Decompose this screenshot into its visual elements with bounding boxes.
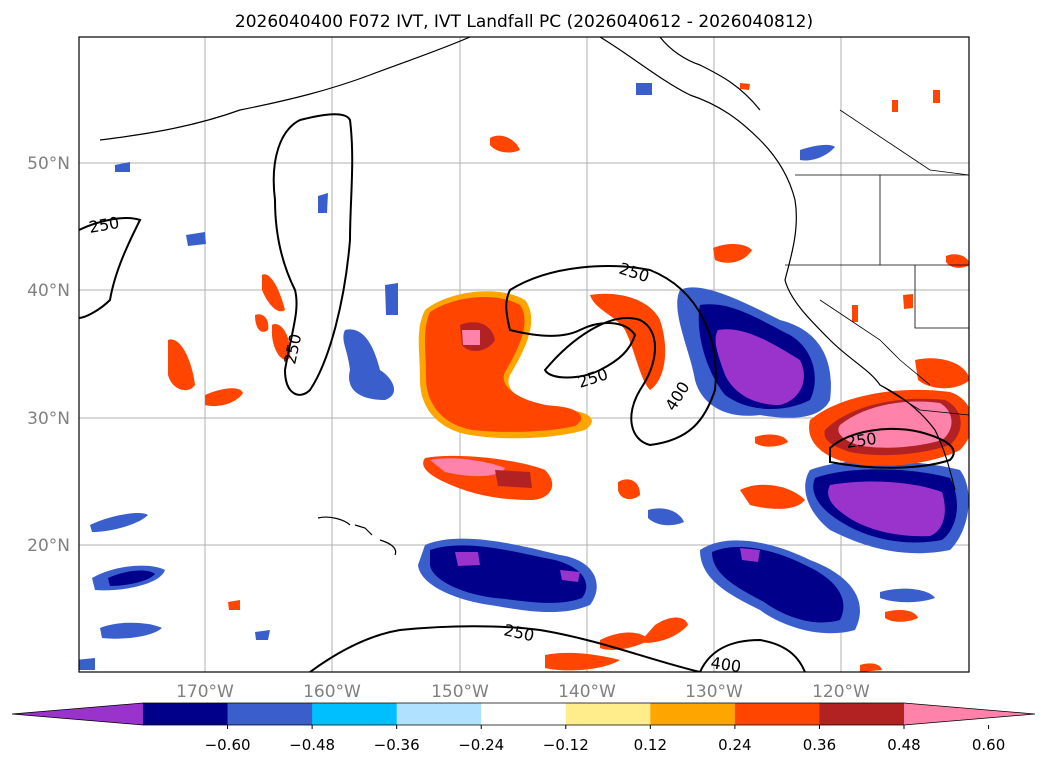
- colorbar-segments: [143, 703, 905, 725]
- lon-label: 160°W: [303, 682, 361, 702]
- colorbar-tick-label: 0.48: [887, 736, 920, 754]
- latitude-labels: 50°N 40°N 30°N 20°N: [27, 154, 70, 556]
- colorbar-under-triangle: [12, 703, 143, 725]
- figure-title: 2026040400 F072 IVT, IVT Landfall PC (20…: [235, 12, 813, 32]
- lat-label: 20°N: [27, 536, 70, 556]
- ivt-contours: [79, 113, 955, 672]
- lat-label: 50°N: [27, 154, 70, 174]
- lon-label: 150°W: [431, 682, 489, 702]
- colorbar-tick-label: 0.24: [718, 736, 751, 754]
- coastlines: [99, 37, 956, 556]
- lon-label: 170°W: [176, 682, 234, 702]
- colorbar-tick-label: −0.36: [374, 736, 420, 754]
- map-frame: [78, 36, 970, 673]
- colorbar-ticks: −0.60 −0.48 −0.36 −0.24 −0.12 0.12 0.24 0.36 0.4…: [205, 725, 1005, 754]
- positive-anomaly-fields: [168, 83, 969, 672]
- colorbar-outline: [11, 702, 1036, 726]
- colorbar-tick-label: 0.36: [803, 736, 836, 754]
- lat-label: 30°N: [27, 409, 70, 429]
- colorbar-segment: [565, 703, 651, 725]
- colorbar: −0.60 −0.48 −0.36 −0.24 −0.12 0.12 0.24 0.36 0.4…: [11, 702, 1036, 754]
- colorbar-segment: [143, 703, 229, 725]
- contour-labels: 250 250 250 250 400 250 400 250: [87, 213, 878, 676]
- lat-label: 40°N: [27, 281, 70, 301]
- colorbar-segment: [481, 703, 567, 725]
- lon-label: 130°W: [685, 682, 743, 702]
- colorbar-tick-label: −0.12: [543, 736, 589, 754]
- colorbar-segment: [396, 703, 482, 725]
- colorbar-tick-label: 0.60: [972, 736, 1005, 754]
- longitude-labels: 170°W 160°W 150°W 140°W 130°W 120°W: [176, 682, 870, 702]
- contour-label: 250: [845, 429, 878, 452]
- colorbar-segment: [734, 703, 820, 725]
- colorbar-segment: [227, 703, 313, 725]
- contour-label: 400: [709, 653, 742, 676]
- borders: [785, 109, 969, 416]
- colorbar-segment: [312, 703, 398, 725]
- colorbar-tick-label: −0.60: [205, 736, 251, 754]
- lon-label: 120°W: [812, 682, 870, 702]
- colorbar-segment: [650, 703, 736, 725]
- colorbar-tick-label: −0.48: [289, 736, 335, 754]
- colorbar-segment: [819, 703, 905, 725]
- colorbar-tick-label: −0.24: [458, 736, 504, 754]
- lon-label: 140°W: [558, 682, 616, 702]
- colorbar-over-triangle: [904, 703, 1035, 725]
- colorbar-tick-label: 0.12: [634, 736, 667, 754]
